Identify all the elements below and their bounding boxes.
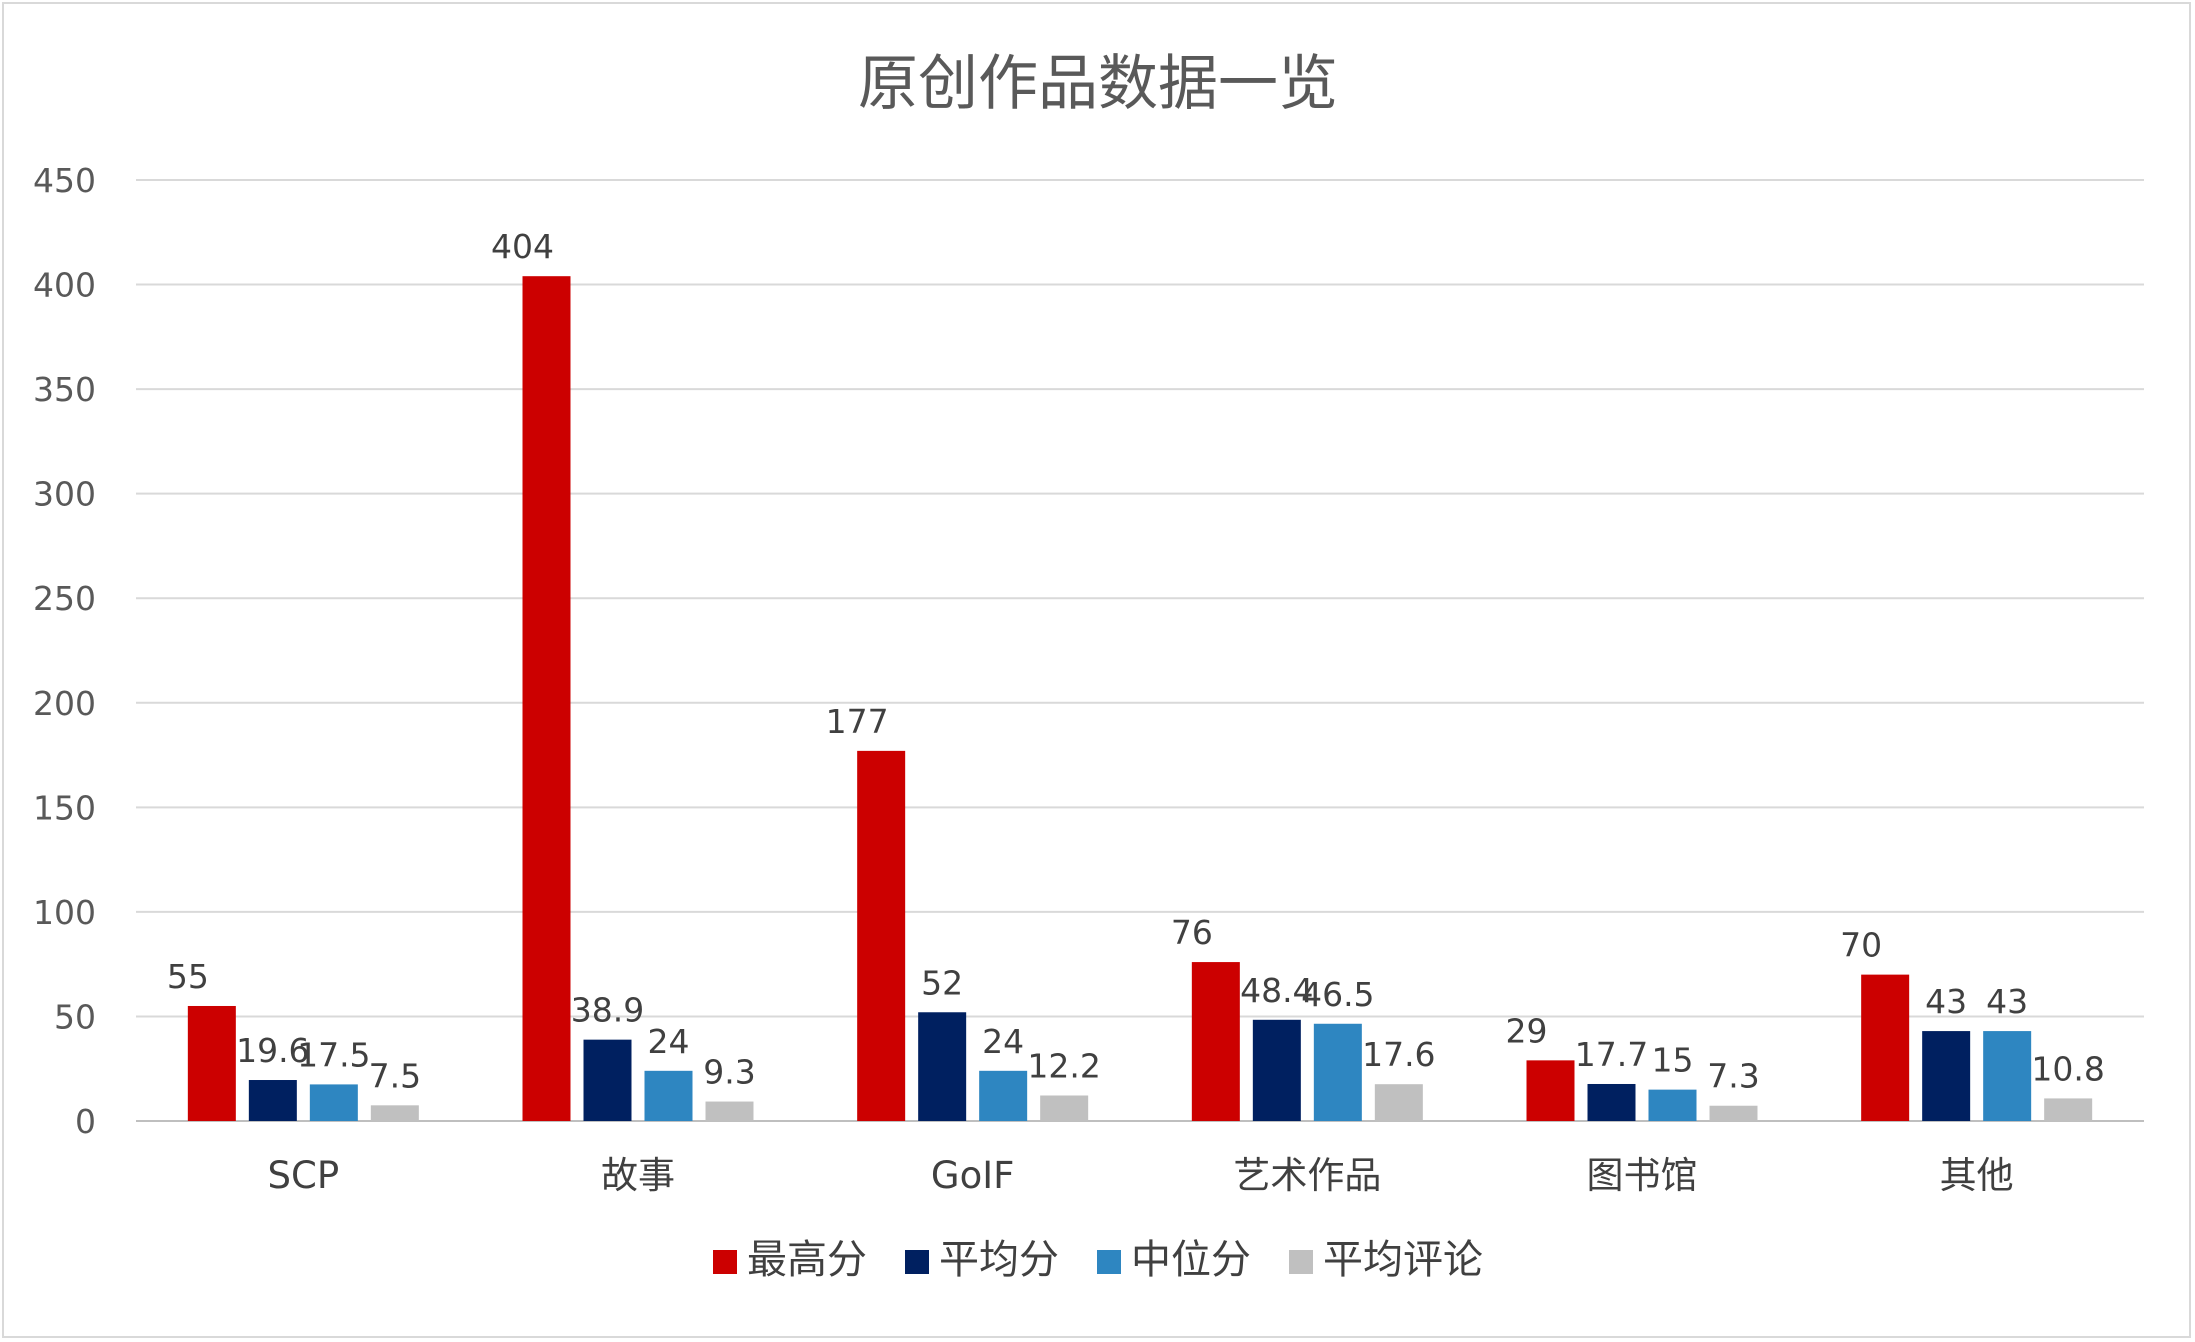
- bar-3-5: [1648, 1089, 1697, 1121]
- y-tick-label: 300: [33, 475, 96, 514]
- data-label: 9.3: [703, 1053, 755, 1092]
- y-axis-ticks: 0 50 100 150 200 250 300 350 400 450: [33, 161, 96, 1141]
- data-label: 17.5: [297, 1035, 370, 1074]
- bar-3-4: [1313, 1023, 1362, 1121]
- bar-4-5: [1709, 1105, 1758, 1121]
- legend-swatch: [905, 1250, 929, 1274]
- data-label: 43: [1986, 982, 2028, 1021]
- bar-1-6: [1861, 974, 1910, 1121]
- data-label: 24: [982, 1022, 1024, 1061]
- y-tick-label: 450: [33, 161, 96, 200]
- x-category-label: 图书馆: [1587, 1154, 1698, 1197]
- legend-label: 最高分: [747, 1237, 867, 1283]
- y-tick-label: 250: [33, 579, 96, 618]
- bar-4-1: [370, 1105, 419, 1121]
- y-tick-label: 350: [33, 370, 96, 409]
- bar-3-1: [309, 1084, 358, 1121]
- data-labels: 5519.617.57.540438.9249.3177522412.27648…: [167, 227, 2105, 1096]
- legend-label: 平均评论: [1323, 1237, 1483, 1283]
- data-label: 10.8: [2031, 1049, 2104, 1088]
- bar-3-2: [644, 1070, 693, 1121]
- bar-4-2: [705, 1101, 754, 1121]
- bar-1-4: [1191, 962, 1240, 1121]
- data-label: 43: [1925, 982, 1967, 1021]
- x-category-label: GoIF: [931, 1154, 1015, 1197]
- y-tick-label: 150: [33, 788, 96, 827]
- x-category-label: 其他: [1940, 1154, 2014, 1197]
- legend-item-1: 最高分: [713, 1237, 867, 1283]
- legend: 最高分 平均分 中位分 平均评论: [713, 1237, 1483, 1283]
- bars: [187, 276, 2093, 1121]
- data-label: 76: [1171, 913, 1213, 952]
- data-label: 48.4: [1240, 971, 1313, 1010]
- data-label: 46.5: [1301, 975, 1374, 1014]
- bar-2-3: [918, 1012, 967, 1121]
- y-tick-label: 100: [33, 893, 96, 932]
- data-label: 15: [1652, 1041, 1694, 1080]
- data-label: 12.2: [1027, 1046, 1100, 1085]
- x-category-label: SCP: [268, 1154, 340, 1197]
- bar-2-2: [583, 1039, 632, 1121]
- y-tick-label: 0: [75, 1102, 96, 1141]
- data-label: 38.9: [571, 991, 644, 1030]
- data-label: 24: [648, 1022, 690, 1061]
- legend-swatch: [1289, 1250, 1313, 1274]
- legend-swatch: [713, 1250, 737, 1274]
- bar-4-4: [1374, 1084, 1423, 1121]
- data-label: 17.7: [1575, 1035, 1648, 1074]
- y-tick-label: 200: [33, 684, 96, 723]
- x-category-label: 艺术作品: [1233, 1154, 1381, 1197]
- data-label: 404: [491, 227, 554, 266]
- bar-2-1: [248, 1080, 297, 1121]
- bar-4-3: [1040, 1095, 1089, 1121]
- legend-item-2: 平均分: [905, 1237, 1059, 1283]
- legend-swatch: [1097, 1250, 1121, 1274]
- y-tick-label: 400: [33, 266, 96, 305]
- bar-1-2: [522, 276, 571, 1121]
- data-label: 55: [167, 957, 209, 996]
- bar-1-5: [1526, 1060, 1575, 1121]
- gridlines: [136, 179, 2144, 1122]
- legend-item-4: 平均评论: [1289, 1237, 1483, 1283]
- data-label: 70: [1840, 926, 1882, 965]
- legend-label: 中位分: [1131, 1237, 1251, 1283]
- bar-chart: 原创作品数据一览 0 50 100 150 200 250 300 350 400 450 55 1…: [33, 49, 2144, 1283]
- data-label: 177: [826, 702, 889, 741]
- data-label: 19.6: [236, 1031, 309, 1070]
- bar-1-3: [857, 750, 906, 1121]
- data-label: 29: [1506, 1011, 1548, 1050]
- bar-2-6: [1922, 1031, 1971, 1121]
- data-label: 52: [921, 963, 963, 1002]
- chart-title: 原创作品数据一览: [858, 49, 1338, 119]
- bar-2-4: [1252, 1019, 1301, 1121]
- bar-1-1: [187, 1005, 236, 1121]
- legend-label: 平均分: [939, 1237, 1059, 1283]
- x-category-label: 故事: [601, 1154, 675, 1197]
- legend-item-3: 中位分: [1097, 1237, 1251, 1283]
- data-label: 17.6: [1362, 1035, 1435, 1074]
- bar-3-3: [979, 1070, 1028, 1121]
- y-tick-label: 50: [54, 997, 96, 1036]
- data-label: 7.3: [1707, 1057, 1759, 1096]
- bar-4-6: [2044, 1098, 2093, 1121]
- x-axis-categories: SCP 故事 GoIF 艺术作品 图书馆 其他: [268, 1154, 2014, 1197]
- bar-3-6: [1983, 1031, 2032, 1121]
- bar-2-5: [1587, 1083, 1636, 1121]
- data-label: 7.5: [369, 1056, 421, 1095]
